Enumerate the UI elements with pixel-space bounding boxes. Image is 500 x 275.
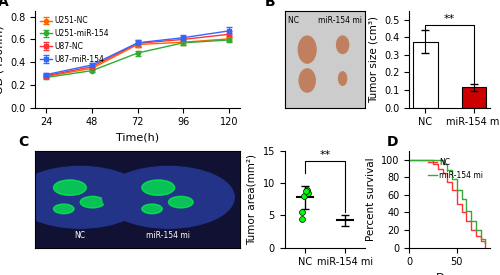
NC xyxy=(435,167,441,170)
Ellipse shape xyxy=(298,36,316,63)
X-axis label: Days: Days xyxy=(436,273,464,275)
miR-154 mi xyxy=(449,177,455,181)
Circle shape xyxy=(142,180,174,195)
Ellipse shape xyxy=(338,72,346,85)
NC xyxy=(468,228,474,232)
Text: D: D xyxy=(387,135,398,149)
Circle shape xyxy=(168,196,193,208)
X-axis label: Time(h): Time(h) xyxy=(116,133,159,143)
Point xyxy=(298,210,306,214)
Ellipse shape xyxy=(299,69,315,92)
NC xyxy=(440,171,446,175)
Circle shape xyxy=(103,166,234,228)
miR-154 mi xyxy=(458,197,464,201)
NC xyxy=(482,246,488,249)
miR-154 mi xyxy=(416,158,422,161)
Legend: NC, miR-154 mi: NC, miR-154 mi xyxy=(424,155,486,183)
Legend: U251-NC, U251-miR-154, U87-NC, U87-miR-154: U251-NC, U251-miR-154, U87-NC, U87-miR-1… xyxy=(39,15,110,65)
Y-axis label: Tumor size (cm³): Tumor size (cm³) xyxy=(369,16,379,103)
miR-154 mi xyxy=(435,158,441,161)
Line: miR-154 mi: miR-154 mi xyxy=(410,160,486,243)
Point xyxy=(302,189,310,193)
Circle shape xyxy=(54,204,74,214)
Point xyxy=(382,210,390,214)
Y-axis label: Percent survival: Percent survival xyxy=(366,157,376,241)
Text: B: B xyxy=(264,0,275,9)
miR-154 mi xyxy=(473,228,479,232)
Ellipse shape xyxy=(336,36,348,53)
NC xyxy=(449,189,455,192)
Point xyxy=(304,191,312,195)
miR-154 mi xyxy=(426,158,432,161)
Line: NC: NC xyxy=(410,160,486,248)
Bar xyxy=(413,42,438,108)
miR-154 mi xyxy=(478,237,484,240)
Text: **: ** xyxy=(320,150,330,160)
NC xyxy=(406,158,412,161)
NC xyxy=(444,180,450,183)
Text: **: ** xyxy=(444,14,456,24)
Point xyxy=(378,221,386,225)
NC xyxy=(416,158,422,161)
miR-154 mi xyxy=(430,158,436,161)
miR-154 mi xyxy=(406,158,412,161)
Circle shape xyxy=(80,196,105,208)
Text: C: C xyxy=(18,135,29,149)
miR-154 mi xyxy=(440,163,446,166)
miR-154 mi xyxy=(444,169,450,172)
Point xyxy=(298,216,306,221)
miR-154 mi xyxy=(454,189,460,192)
Text: NC: NC xyxy=(74,231,86,240)
Bar xyxy=(462,87,486,108)
NC xyxy=(464,219,469,223)
Point xyxy=(383,223,391,227)
NC xyxy=(473,235,479,238)
Text: miR-154 mi: miR-154 mi xyxy=(146,231,190,240)
NC xyxy=(430,163,436,166)
Y-axis label: OD (450nm): OD (450nm) xyxy=(0,25,4,94)
NC xyxy=(458,211,464,214)
NC xyxy=(426,158,432,161)
Point xyxy=(384,218,392,223)
Point xyxy=(378,219,386,224)
Circle shape xyxy=(14,166,146,228)
NC xyxy=(454,202,460,205)
miR-154 mi xyxy=(482,241,488,245)
Circle shape xyxy=(54,180,86,195)
Text: A: A xyxy=(0,0,9,9)
Y-axis label: Tumor area(mm²): Tumor area(mm²) xyxy=(247,154,257,245)
Text: NC        miR-154 mi: NC miR-154 mi xyxy=(288,16,362,25)
Point xyxy=(302,187,310,192)
Point xyxy=(300,194,308,198)
miR-154 mi xyxy=(468,219,474,223)
Circle shape xyxy=(142,204,163,214)
miR-154 mi xyxy=(464,209,469,212)
NC xyxy=(478,240,484,243)
